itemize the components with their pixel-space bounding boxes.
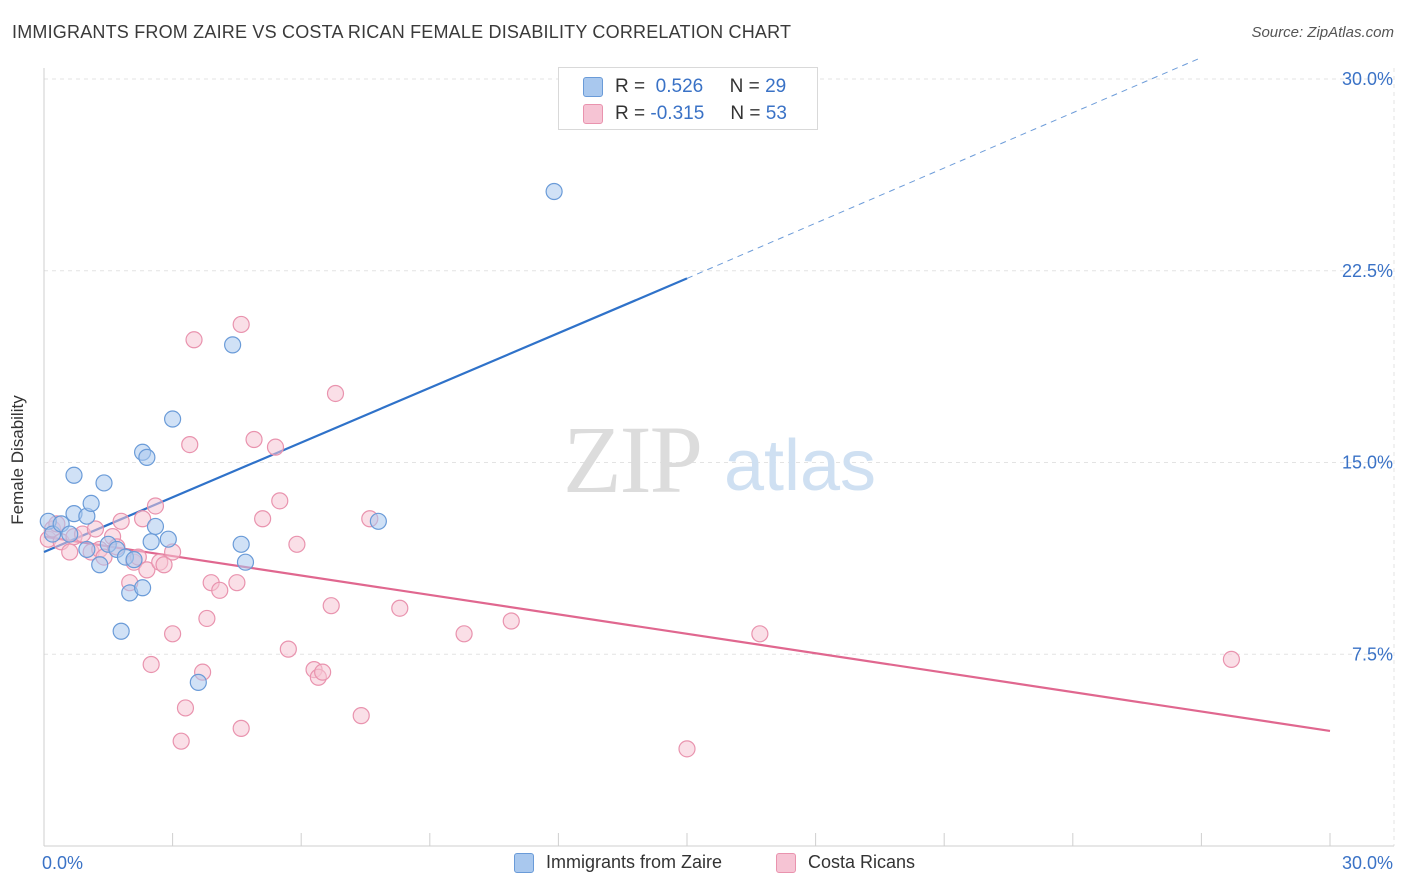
zaire-trend-extension xyxy=(686,58,1200,279)
zaire-point xyxy=(164,410,182,428)
costa-rican-point xyxy=(146,497,165,515)
y-tick-label: 30.0% xyxy=(1342,69,1393,89)
legend-r-label: R = xyxy=(615,103,646,124)
costa-rican-point xyxy=(391,599,409,617)
costa-rican-point xyxy=(322,597,340,615)
legend-row-zaire: R = 0.526 N = 29 xyxy=(583,76,786,98)
zaire-point xyxy=(369,512,387,530)
zaire-point xyxy=(95,474,113,492)
costa-rican-point xyxy=(185,331,203,349)
costa-rican-point xyxy=(181,436,199,454)
costa-rican-point xyxy=(138,561,156,579)
zaire-point xyxy=(236,553,255,571)
watermark: ZIP atlas xyxy=(563,406,876,513)
x-tick-label-min: 0.0% xyxy=(42,853,83,873)
costa-rican-point xyxy=(228,574,246,592)
zaire-point xyxy=(65,466,83,484)
legend-item-costa-ricans: Costa Ricans xyxy=(776,852,915,873)
costa-rican-trend-line xyxy=(43,535,1331,733)
zaire-point xyxy=(189,673,207,691)
legend-r-value: 0.526 xyxy=(655,76,704,97)
y-tick-label: 22.5% xyxy=(1342,261,1393,281)
legend-row-costa-rica: R = -0.315 N = 53 xyxy=(583,103,787,125)
costa-rican-point xyxy=(1222,650,1241,668)
axes xyxy=(43,68,1394,847)
legend-item-zaire: Immigrants from Zaire xyxy=(514,852,722,873)
legend-swatch-blue xyxy=(514,852,534,873)
costa-rican-point xyxy=(172,732,190,750)
legend-r-label: R = xyxy=(615,76,646,97)
legend-r-value: -0.315 xyxy=(650,103,705,124)
costa-rican-point xyxy=(254,510,272,528)
costa-rican-point xyxy=(678,740,696,758)
costa-rican-point xyxy=(232,719,250,737)
costa-rican-point xyxy=(245,430,263,449)
costa-rican-point xyxy=(288,535,306,553)
x-tick-label-max: 30.0% xyxy=(1342,853,1393,873)
zaire-point xyxy=(545,182,563,201)
legend-n-value: 53 xyxy=(765,103,787,124)
costa-rican-point xyxy=(326,384,345,403)
y-axis-label: Female Disability xyxy=(8,395,27,525)
costa-rican-point xyxy=(198,609,216,628)
costa-rican-point xyxy=(86,520,105,538)
legend-n-label: N = xyxy=(730,103,761,124)
costa-rican-point xyxy=(271,492,289,510)
zaire-point xyxy=(61,525,79,543)
watermark-atlas: atlas xyxy=(724,426,876,506)
zaire-point xyxy=(224,336,242,354)
legend-n-label: N = xyxy=(729,76,760,97)
zaire-point xyxy=(138,448,156,466)
costa-rican-point xyxy=(211,581,229,599)
costa-rican-point xyxy=(314,663,332,681)
y-tick-label: 7.5% xyxy=(1352,644,1393,664)
source-label: Source: ZipAtlas.com xyxy=(1251,24,1394,41)
costa-rican-point xyxy=(133,510,152,528)
costa-rican-point xyxy=(61,543,79,561)
costa-rican-point xyxy=(352,707,370,725)
zaire-point xyxy=(91,556,109,574)
series-legend: Immigrants from Zaire Costa Ricans xyxy=(0,852,1406,876)
trend-lines xyxy=(43,58,1331,733)
y-tick-label: 15.0% xyxy=(1342,453,1393,473)
data-points xyxy=(39,182,1241,758)
zaire-point xyxy=(82,494,100,513)
costa-rican-point xyxy=(751,625,769,643)
zaire-point xyxy=(133,579,152,597)
chart-title: IMMIGRANTS FROM ZAIRE VS COSTA RICAN FEM… xyxy=(12,22,792,42)
zaire-point xyxy=(159,530,177,548)
costa-rican-point xyxy=(266,438,285,456)
costa-rican-point xyxy=(155,556,173,574)
legend-label-zaire: Immigrants from Zaire xyxy=(546,852,723,872)
costa-rican-point xyxy=(112,512,130,530)
zaire-point xyxy=(112,622,130,640)
correlation-legend: R = 0.526 N = 29 R = -0.315 N = 53 xyxy=(558,67,818,130)
costa-rican-point xyxy=(232,315,250,334)
legend-swatch-pink xyxy=(583,104,603,124)
costa-rican-point xyxy=(164,625,182,643)
costa-rican-point xyxy=(176,699,195,717)
zaire-point xyxy=(146,517,165,536)
zaire-point xyxy=(142,533,160,551)
costa-rican-point xyxy=(279,640,297,658)
costa-rican-point xyxy=(455,625,473,643)
costa-rican-point xyxy=(502,612,520,630)
tick-labels: 7.5% 15.0% 22.5% 30.0% 0.0% 30.0% xyxy=(42,69,1393,873)
legend-swatch-pink xyxy=(776,852,796,873)
zaire-point xyxy=(232,535,250,553)
legend-n-value: 29 xyxy=(765,76,787,97)
zaire-point xyxy=(78,540,96,559)
legend-label-costa-ricans: Costa Ricans xyxy=(808,852,916,872)
legend-swatch-blue xyxy=(583,77,603,97)
costa-rican-point xyxy=(142,655,160,674)
watermark-zip: ZIP xyxy=(563,406,701,513)
zaire-point xyxy=(125,551,143,569)
